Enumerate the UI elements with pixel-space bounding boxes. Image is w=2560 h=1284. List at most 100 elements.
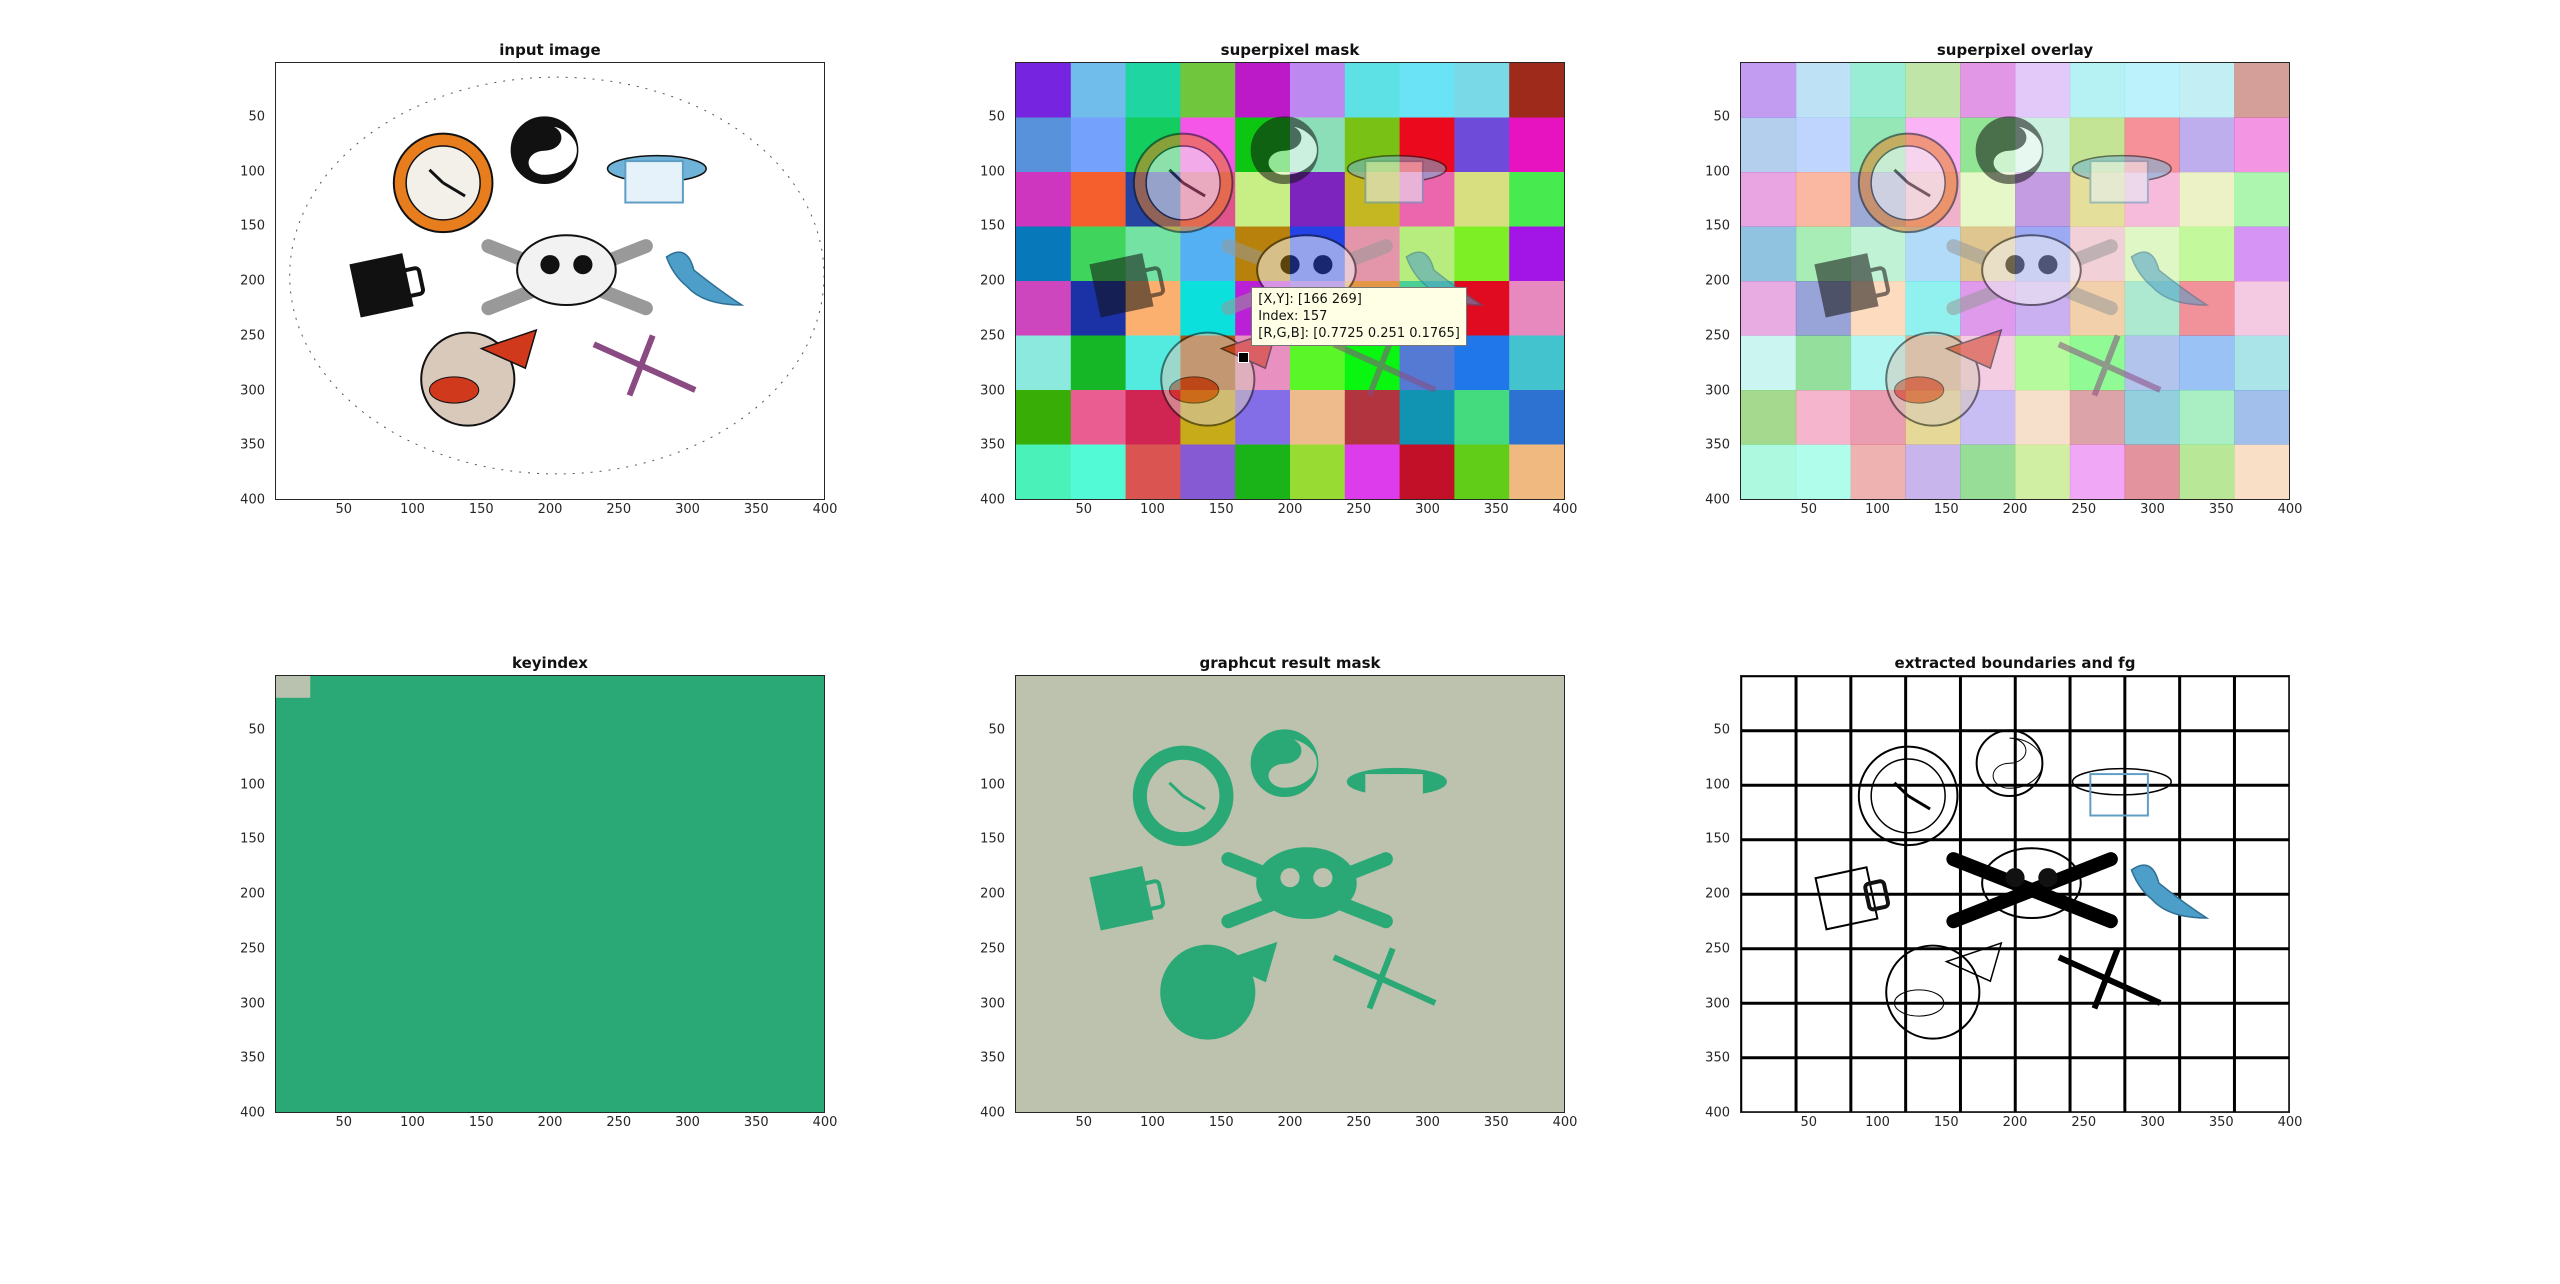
x-tick-label: 150 [468, 1115, 494, 1130]
panel-boundaries: extracted boundaries and fg 50 100 150 200 25… [1680, 653, 2302, 1173]
y-tick-label: 150 [1705, 831, 1730, 847]
mug-shape [1089, 866, 1154, 931]
cube-shape [2089, 160, 2149, 204]
y-tick-label: 250 [1705, 328, 1730, 344]
mug-shape [1089, 253, 1154, 318]
x-tick-label: 200 [537, 502, 563, 517]
y-tick-label: 250 [240, 328, 265, 344]
x-tick-label: 250 [606, 1115, 632, 1130]
x-tick-label: 50 [1800, 1115, 1818, 1130]
y-tick-label: 400 [1705, 1105, 1730, 1121]
x-tick-label: 200 [1277, 502, 1303, 517]
x-tick-label: 250 [1346, 1115, 1372, 1130]
x-tick-label: 400 [1552, 1115, 1578, 1130]
skull-shape [1981, 847, 2082, 919]
y-tick-label: 250 [980, 941, 1005, 957]
x-tick-label: 400 [1552, 502, 1578, 517]
skull-shape [1256, 847, 1357, 919]
cube-shape [1364, 160, 1424, 204]
x-tick-label: 50 [1800, 502, 1818, 517]
axes-mask[interactable] [1015, 62, 1565, 500]
objects [349, 116, 745, 427]
y-tick-label: 300 [240, 996, 265, 1011]
axes-boundaries[interactable] [1740, 675, 2290, 1113]
x-tick-label: 150 [1933, 502, 1959, 517]
y-tick-label: 200 [240, 886, 265, 902]
y-tick-label: 150 [1705, 218, 1730, 234]
dolphin-shape [1405, 251, 1485, 306]
x-tick-label: 350 [2208, 502, 2234, 517]
panel-title: superpixel mask [1220, 41, 1360, 59]
objects [1814, 729, 2210, 1040]
dolphin-shape [665, 251, 745, 306]
y-tick-label: 350 [1705, 437, 1730, 453]
x-tick-label: 150 [1208, 502, 1234, 517]
panel-title: input image [499, 41, 601, 59]
x-tick-label: 50 [1075, 502, 1093, 517]
y-tick-label: 250 [980, 328, 1005, 344]
x-tick-label: 150 [468, 502, 494, 517]
x-tick-label: 400 [2277, 502, 2303, 517]
x-tick-label: 350 [1483, 502, 1509, 517]
y-tick-label: 50 [1713, 109, 1730, 125]
y-tick-label: 300 [1705, 996, 1730, 1011]
skull-shape [1981, 234, 2082, 306]
y-tick-label: 250 [240, 941, 265, 957]
panel-title: superpixel overlay [1936, 41, 2094, 59]
x-tick-label: 100 [1865, 502, 1890, 517]
y-tick-label: 350 [980, 1050, 1005, 1066]
y-tick-label: 300 [240, 383, 265, 398]
datatip-xy: [X,Y]: [166 269] [1258, 291, 1362, 307]
y-tick-label: 400 [240, 1105, 265, 1121]
scissors-shape [2091, 947, 2121, 1010]
cube-shape [624, 160, 684, 204]
y-tick-label: 50 [248, 722, 265, 738]
y-tick-label: 50 [988, 722, 1005, 738]
y-tick-label: 200 [1705, 273, 1730, 289]
x-tick-label: 100 [1140, 1115, 1165, 1130]
x-tick-label: 350 [2208, 1115, 2234, 1130]
y-tick-label: 200 [1705, 886, 1730, 902]
panel-title: extracted boundaries and fg [1894, 654, 2136, 672]
mug-shape [1814, 866, 1879, 931]
x-tick-label: 400 [2277, 1115, 2303, 1130]
x-tick-label: 250 [1346, 502, 1372, 517]
dolphin-shape [2130, 864, 2210, 919]
y-tick-label: 300 [980, 383, 1005, 398]
y-tick-label: 50 [248, 109, 265, 125]
clown-shape [1885, 944, 1981, 1040]
y-tick-label: 100 [240, 164, 265, 179]
axes-keyindex[interactable] [275, 675, 825, 1113]
x-tick-label: 300 [675, 1115, 700, 1130]
y-tick-label: 50 [1713, 722, 1730, 738]
x-tick-label: 400 [812, 1115, 838, 1130]
x-tick-label: 50 [1075, 1115, 1093, 1130]
y-tick-label: 100 [1705, 777, 1730, 792]
x-tick-label: 200 [537, 1115, 563, 1130]
y-tick-label: 350 [980, 437, 1005, 453]
panel-overlay: superpixel overlay 50 100 150 200 250 300 350 40… [1680, 40, 2302, 560]
x-tick-label: 300 [2140, 502, 2165, 517]
cube-shape [1365, 774, 1423, 816]
x-tick-label: 50 [335, 502, 353, 517]
y-tick-label: 200 [240, 273, 265, 289]
mug-shape [349, 253, 414, 318]
scissors-shape [1366, 947, 1396, 1010]
panel-graphcut: graphcut result mask 50 100 150 200 250 300 350… [955, 653, 1577, 1173]
y-tick-label: 350 [240, 1050, 265, 1066]
x-tick-label: 350 [743, 502, 769, 517]
datatip[interactable]: [X,Y]: [166 269] Index: 157 [R,G,B]: [0.77… [1251, 286, 1467, 346]
axes-input[interactable] [275, 62, 825, 500]
x-tick-label: 250 [606, 502, 632, 517]
y-tick-label: 400 [240, 492, 265, 508]
axes-graphcut[interactable] [1015, 675, 1565, 1113]
objects [1814, 116, 2210, 427]
x-tick-label: 300 [1415, 1115, 1440, 1130]
x-tick-label: 50 [335, 1115, 353, 1130]
objects [1089, 729, 1447, 1040]
datatip-marker[interactable] [1238, 351, 1250, 363]
dolphin-shape [2130, 251, 2210, 306]
datatip-rgb: [R,G,B]: [0.7725 0.251 0.1765] [1258, 325, 1460, 341]
axes-overlay[interactable] [1740, 62, 2290, 500]
panel-mask: superpixel mask 50 100 150 200 250 300 350 400 50… [955, 40, 1577, 560]
